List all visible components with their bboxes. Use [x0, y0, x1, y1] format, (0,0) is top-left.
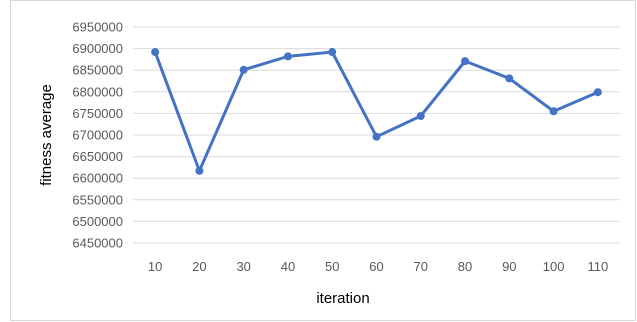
data-point: [416, 111, 425, 120]
series: [151, 48, 602, 175]
y-tick-label: 6550000: [72, 192, 123, 207]
data-point: [549, 107, 558, 116]
y-tick-label: 6950000: [72, 20, 123, 35]
x-tick-label: 30: [236, 259, 250, 274]
y-tick-label: 6600000: [72, 171, 123, 186]
x-tick-label: 40: [281, 259, 295, 274]
data-point: [593, 88, 602, 97]
data-point: [151, 48, 160, 57]
data-point: [283, 52, 292, 61]
y-tick-label: 6850000: [72, 63, 123, 78]
y-axis-title: fitness average: [38, 84, 55, 186]
x-axis-title: iteration: [316, 290, 369, 307]
y-tick-label: 6900000: [72, 41, 123, 56]
y-tick-label: 6750000: [72, 106, 123, 121]
y-tick-label: 6500000: [72, 214, 123, 229]
y-tick-label: 6450000: [72, 236, 123, 251]
x-tick-label: 110: [587, 259, 608, 274]
y-tick-label: 6700000: [72, 128, 123, 143]
x-tick-label: 100: [543, 259, 565, 274]
x-tick-label: 20: [192, 259, 206, 274]
data-point: [328, 48, 337, 57]
x-tick-label: 60: [369, 259, 383, 274]
data-point: [372, 132, 381, 141]
x-tick-label: 70: [414, 259, 428, 274]
x-tick-labels: 10 20 30 40 50 60 70 80 90 100 110: [148, 259, 608, 274]
data-point: [195, 166, 204, 175]
data-point: [505, 74, 514, 83]
x-tick-label: 80: [458, 259, 472, 274]
y-tick-labels: 6950000 6900000 6850000 6800000 6750000 67000…: [72, 20, 123, 251]
gridlines: [133, 26, 620, 244]
data-point: [239, 65, 248, 74]
x-tick-label: 90: [502, 259, 516, 274]
y-tick-label: 6800000: [72, 84, 123, 99]
data-point: [461, 57, 470, 66]
x-tick-label: 10: [148, 259, 162, 274]
x-tick-label: 50: [325, 259, 339, 274]
y-tick-label: 6650000: [72, 149, 123, 164]
